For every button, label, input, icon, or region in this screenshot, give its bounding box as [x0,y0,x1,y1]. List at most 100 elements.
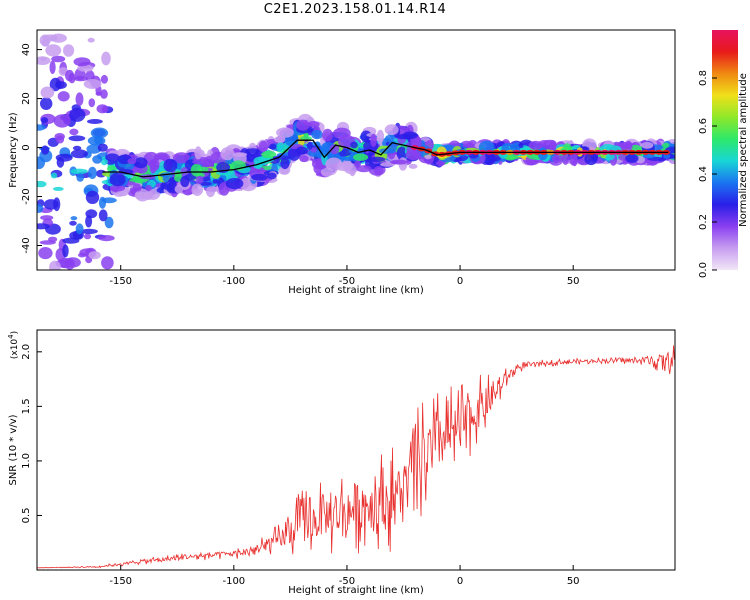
heatmap-cell [528,140,543,150]
heatmap-cell [272,155,291,160]
heatmap-cell [88,251,101,260]
heatmap-cell [43,199,59,210]
heatmap-cell [641,141,654,149]
heatmap-cell [310,147,317,153]
heatmap-cell [109,172,126,187]
heatmap-cell [70,149,88,159]
heatmap-cell [69,220,77,226]
heatmap-cell [132,183,142,194]
snr-y-tick-label: 0.5 [21,508,32,524]
colorbar-gradient [712,30,738,270]
heatmap-cell [569,151,578,166]
snr-multiplier-label: (x104) [7,331,20,359]
heatmap-cell [37,180,47,188]
heatmap-cell [70,216,78,221]
heatmap-cell [49,260,61,270]
heatmap-cell [143,191,154,201]
heatmap-cell [53,114,71,128]
heatmap-cell [85,215,93,228]
heatmap-cell [72,145,82,151]
heatmap-cell [149,162,157,174]
heatmap-cell [134,157,148,169]
heatmap-cell [367,156,386,163]
heatmap-cell [73,57,91,67]
heatmap-cell [41,38,50,47]
spectrogram-y-ticks: -40 -20 0 20 40 [21,43,42,254]
heatmap-cell [87,166,97,179]
heatmap-cell [174,184,184,194]
spectrogram-y-tick-label: 0 [21,144,32,150]
snr-y-tick-label: 2.0 [21,344,32,360]
heatmap-cell [376,129,385,143]
heatmap-cell [38,247,53,260]
snr-series-line [37,345,675,569]
heatmap-cell [605,153,615,161]
spectrogram-frame [36,29,676,271]
heatmap-cells [37,33,675,270]
chart-title: C2E1.2023.158.01.14.R14 [263,2,447,17]
heatmap-cell [76,173,84,182]
heatmap-cell [261,150,277,159]
heatmap-cell [192,159,209,165]
snr-x-ticks: -150 -100 -50 0 50 [109,565,580,587]
heatmap-cell [95,91,103,96]
heatmap-cell [85,190,100,204]
snr-x-tick-label: -50 [339,576,355,587]
heatmap-cell [57,91,70,102]
ridge-line [102,139,669,178]
heatmap-cell [190,163,203,177]
colorbar-label: Normalized spectral amplitude [738,73,749,227]
colorbar-tick-label: 0.8 [698,70,709,86]
heatmap-cell [55,153,73,162]
heatmap-cell [118,169,134,175]
heatmap-cell [163,158,178,173]
snr-x-tick-label: -150 [109,576,132,587]
heatmap-cell [90,127,109,139]
heatmap-cell [40,97,53,110]
heatmap-cell [322,128,333,142]
heatmap-cell [87,37,95,43]
heatmap-cell [232,152,248,158]
heatmap-cell [40,117,49,124]
colorbar-tick-label: 0.0 [698,262,709,278]
heatmap-cell [311,129,323,140]
heatmap-cell [48,236,58,243]
heatmap-cell [487,154,501,162]
heatmap-cell [225,178,244,190]
heatmap-cell [296,119,310,131]
heatmap-cell [276,141,285,153]
heatmap-cell [63,44,75,57]
heatmap-cell [306,141,313,150]
heatmap-cell [191,183,204,196]
heatmap-cell [548,140,557,151]
colorbar-tick-label: 0.4 [698,166,709,182]
heatmap-cell [276,127,294,138]
spectrogram-x-tick-label: -100 [222,276,245,287]
heatmap-cell [269,143,277,150]
heatmap-cell [663,153,671,159]
heatmap-cell [104,216,114,229]
spectrogram-y-tick-label: 40 [21,43,32,56]
heatmap-cell [101,51,111,66]
heatmap-cell [80,228,98,235]
spectrogram-x-tick-label: -150 [109,276,132,287]
snr-y-label: SNR (10 * v/v) [8,414,19,485]
heatmap-cell [105,153,120,162]
heatmap-cell [258,140,269,153]
heatmap-cell [299,155,309,163]
heatmap-cell [561,152,570,165]
heatmap-cell [37,204,44,213]
heatmap-cell [552,155,564,163]
spectrogram-y-label: Frequency (Hz) [8,112,19,188]
heatmap-cell [380,162,395,167]
heatmap-cell [296,146,308,155]
colorbar-tick-label: 0.6 [698,118,709,134]
heatmap-cell [70,168,88,175]
heatmap-cell [350,141,358,149]
heatmap-cell [300,135,312,141]
heatmap-cell [83,233,92,240]
heatmap-cell [101,105,108,113]
heatmap-cell [180,175,190,188]
heatmap-cell [194,146,202,160]
snr-y-tick-label: 1.5 [21,398,32,414]
